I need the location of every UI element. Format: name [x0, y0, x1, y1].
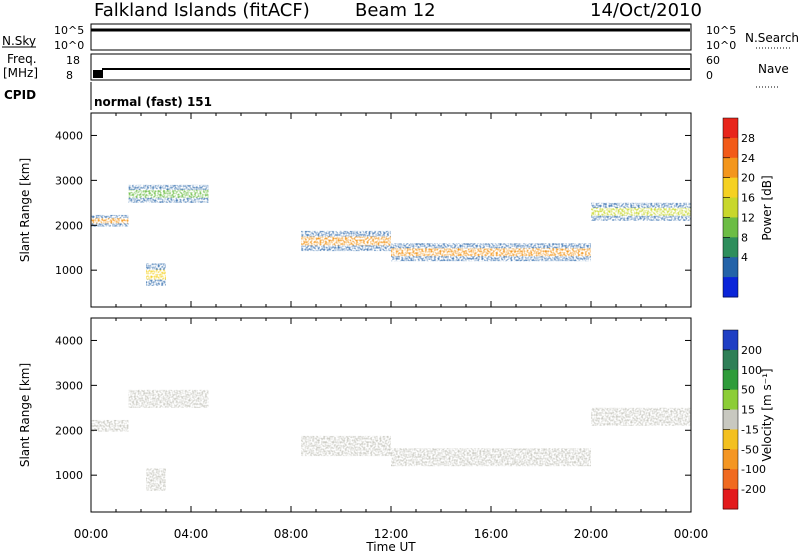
power-colorbar: 28 24 20 16 12 8 4	[722, 117, 755, 298]
x-tick-label: 08:00	[274, 527, 309, 541]
cpid-value: normal (fast) 151	[94, 95, 212, 109]
y-tick-label: 3000	[55, 379, 83, 392]
freq-tick-bottom: 8	[66, 69, 73, 82]
colorbar-swatch	[723, 330, 738, 351]
colorbar-swatch	[723, 118, 738, 139]
nsky-strip: N.Sky 10^5 10^0 10^5 10^0 N.Search	[2, 23, 799, 52]
colorbar-tick-label: -50	[741, 443, 759, 456]
velocity-echo	[91, 419, 129, 432]
nave-label: Nave	[758, 62, 789, 76]
colorbar-tick-label: 12	[741, 211, 755, 224]
nsky-tick-bottom: 10^0	[54, 39, 84, 52]
x-tick-label: 20:00	[574, 527, 609, 541]
colorbar-swatch	[723, 489, 738, 510]
velocity-colorbar-label: Velocity [m s⁻¹]	[760, 368, 774, 461]
power-ylabel: Slant Range [km]	[18, 158, 32, 262]
nave-tick-top: 60	[706, 54, 720, 67]
colorbar-swatch	[723, 137, 738, 159]
colorbar-swatch	[723, 157, 738, 179]
colorbar-tick-label: -200	[741, 483, 766, 496]
y-tick-label: 1000	[55, 469, 83, 482]
colorbar-swatch	[723, 369, 738, 391]
colorbar-swatch	[723, 277, 738, 298]
velocity-ylabel: Slant Range [km]	[18, 363, 32, 467]
colorbar-swatch	[723, 217, 738, 238]
power-panel	[90, 112, 692, 308]
nsky-label: N.Sky	[2, 34, 36, 48]
velocity-echo	[391, 448, 591, 467]
date-title: 14/Oct/2010	[590, 0, 702, 21]
x-tick-label: 12:00	[374, 527, 409, 541]
colorbar-tick-label: 50	[741, 384, 755, 397]
freq-tick-top: 18	[66, 54, 80, 67]
velocity-colorbar: 200 100 50 15 -15 -50 -100 -200	[722, 329, 766, 510]
nsearch-label: N.Search	[745, 31, 799, 45]
y-tick-label: 3000	[55, 174, 83, 187]
colorbar-swatch	[723, 349, 738, 371]
velocity-panel	[90, 317, 692, 513]
x-tick-label: 00:00	[674, 527, 709, 541]
power-colorbar-label: Power [dB]	[760, 175, 774, 240]
velocity-echo	[301, 435, 391, 457]
x-axis-label: Time UT	[365, 540, 416, 554]
colorbar-swatch	[723, 177, 738, 199]
colorbar-tick-label: 28	[741, 132, 755, 145]
power-echo-core	[146, 269, 166, 280]
colorbar-swatch	[723, 469, 738, 490]
nave-tick-bottom: 0	[706, 69, 713, 82]
x-tick-label: 16:00	[474, 527, 509, 541]
y-tick-label: 2000	[55, 219, 83, 232]
velocity-echo	[146, 468, 166, 491]
colorbar-tick-label: 200	[741, 344, 762, 357]
power-echo-core	[91, 218, 129, 224]
freq-label-2: [MHz]	[3, 66, 38, 80]
colorbar-tick-label: 20	[741, 172, 755, 185]
power-echo-core	[591, 207, 691, 216]
station-title: Falkland Islands (fitACF)	[94, 0, 310, 21]
colorbar-tick-label: -15	[741, 423, 759, 436]
colorbar-frame	[722, 117, 739, 298]
freq-label-1: Freq.	[7, 52, 37, 66]
colorbar-tick-label: 8	[741, 231, 748, 244]
x-tick-label: 04:00	[174, 527, 209, 541]
colorbar-swatch	[723, 237, 738, 258]
colorbar-tick-label: 15	[741, 404, 755, 417]
colorbar-tick-label: 4	[741, 251, 748, 264]
cpid-label: CPID	[4, 88, 36, 102]
velocity-echo	[591, 407, 691, 426]
y-tick-label: 4000	[55, 334, 83, 347]
colorbar-frame	[722, 329, 739, 510]
x-tick-label: 00:00	[74, 527, 109, 541]
colorbar-swatch	[723, 389, 738, 411]
power-echo-core	[128, 189, 209, 198]
power-echo-core	[391, 248, 591, 257]
velocity-echo	[128, 389, 209, 408]
colorbar-tick-label: 100	[741, 364, 762, 377]
beam-title: Beam 12	[355, 0, 436, 21]
y-tick-label: 2000	[55, 424, 83, 437]
colorbar-tick-label: -100	[741, 463, 766, 476]
colorbar-swatch	[723, 257, 738, 278]
colorbar-swatch	[723, 429, 738, 450]
colorbar-tick-label: 24	[741, 152, 755, 165]
colorbar-swatch	[723, 197, 738, 218]
y-tick-label: 1000	[55, 264, 83, 277]
nsearch-tick-top: 10^5	[706, 24, 736, 37]
nsearch-tick-bottom: 10^0	[706, 39, 736, 52]
colorbar-tick-label: 16	[741, 192, 755, 205]
power-echo-core	[301, 236, 391, 246]
colorbar-swatch	[723, 449, 738, 470]
freq-strip: Freq. [MHz] 18 8 60 0 Nave	[3, 52, 789, 88]
y-tick-label: 4000	[55, 129, 83, 142]
colorbar-swatch	[723, 409, 738, 430]
nsky-tick-top: 10^5	[54, 24, 84, 37]
